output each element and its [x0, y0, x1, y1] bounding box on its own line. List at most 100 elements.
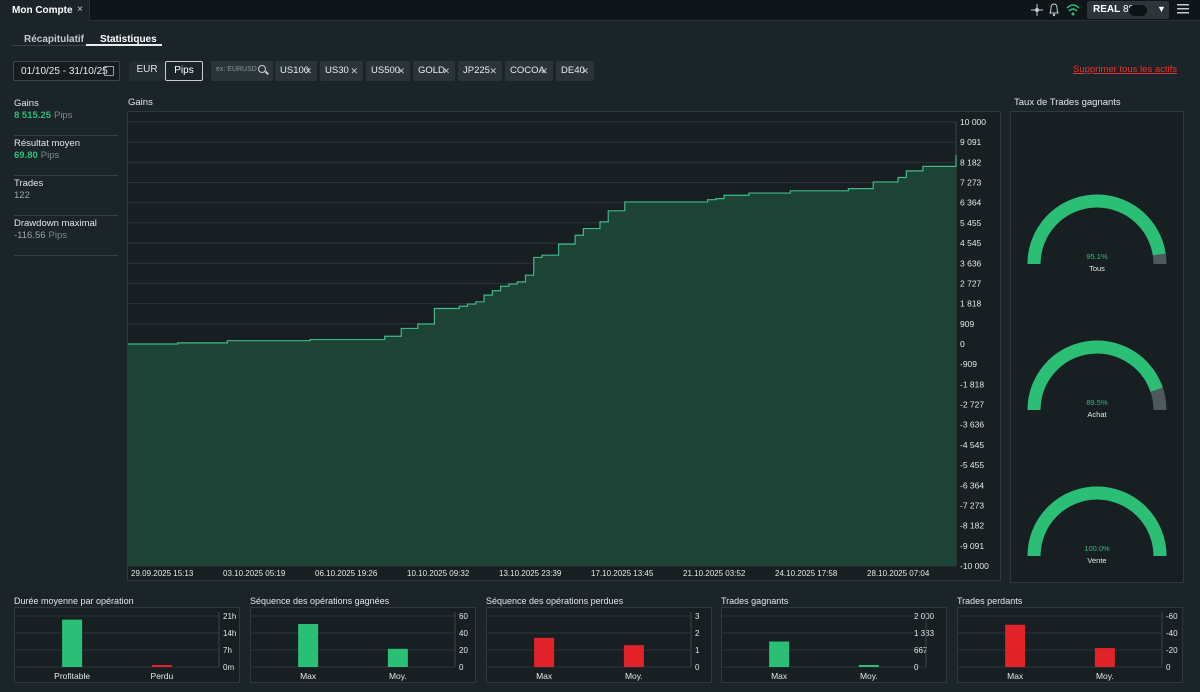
top-bar: Mon Compte × REAL 88 ▼	[0, 0, 1200, 21]
close-icon[interactable]: ✕	[397, 66, 405, 76]
bar	[858, 665, 879, 667]
y-tick-label: 5 455	[960, 218, 982, 228]
bell-icon[interactable]	[1048, 2, 1060, 18]
asset-chip[interactable]: US100 ✕	[275, 61, 317, 81]
y-tick-label: 0	[914, 663, 919, 672]
bar	[534, 637, 555, 667]
y-tick-label: 667	[914, 646, 928, 655]
asset-chip-label: US30	[325, 65, 349, 76]
y-tick-label: 20	[459, 646, 468, 655]
bar	[151, 665, 172, 667]
asset-chip[interactable]: JP225 ✕	[458, 61, 502, 81]
tab-label: Mon Compte	[12, 5, 73, 16]
close-icon[interactable]: ✕	[540, 66, 548, 76]
asset-chip-label: US100	[280, 65, 310, 76]
asset-chip[interactable]: COCOA ✕	[505, 61, 553, 81]
gains-chart: 10 000 9 091 8 182 7 273 6 364 5 455 4 545 3 63…	[127, 111, 1001, 581]
winrate-title: Taux de Trades gagnants	[1014, 97, 1121, 108]
asset-chip-label: JP225	[463, 65, 490, 76]
gauge-value: 89.5%	[1086, 398, 1108, 407]
account-mode: REAL	[1093, 4, 1121, 15]
asset-chip[interactable]: US30 ✕	[320, 61, 363, 81]
close-icon[interactable]: ✕	[489, 66, 497, 76]
currency-eur-button[interactable]: EUR	[129, 61, 165, 81]
close-icon[interactable]: ✕	[442, 66, 450, 76]
mini-chart-panel: 3 2 1 0 Max Moy.	[486, 607, 712, 683]
winrate-panel: 95.1% Tous 89.5% Achat 100.0% Vente	[1010, 111, 1184, 583]
y-tick-label: -8 182	[960, 521, 984, 531]
y-tick-label: 14h	[223, 629, 236, 638]
tab-mon-compte[interactable]: Mon Compte ×	[0, 0, 90, 21]
stat-item: Résultat moyen 69.80 Pips	[14, 136, 118, 176]
y-tick-label: -9 091	[960, 541, 984, 551]
asset-chip[interactable]: DE40 ✕	[556, 61, 594, 81]
gauge-name: Vente	[1087, 556, 1106, 565]
asset-chip[interactable]: US500 ✕	[366, 61, 410, 81]
x-tick-label: 24.10.2025 17:58	[775, 569, 838, 578]
mini-bar-chart: -60 -40 -20 0 Max Moy.	[958, 612, 1178, 681]
y-tick-label: 3	[695, 612, 700, 621]
gains-title: Gains	[128, 97, 153, 108]
bar	[623, 645, 644, 667]
y-tick-label: 2 727	[960, 278, 982, 288]
y-tick-label: 0	[960, 339, 965, 349]
x-tick-label: Max	[771, 671, 788, 681]
date-range-picker[interactable]: 01/10/25 - 31/10/25	[13, 61, 120, 81]
y-tick-label: 60	[459, 612, 468, 621]
currency-pips-button[interactable]: Pips	[165, 61, 203, 81]
gauge-name: Tous	[1089, 264, 1105, 273]
stat-number: -116.56	[14, 230, 46, 241]
account-selector[interactable]: REAL 88 ▼	[1087, 1, 1169, 19]
stat-label: Résultat moyen	[14, 138, 81, 149]
y-tick-label: 909	[960, 319, 974, 329]
close-icon[interactable]: ✕	[304, 66, 312, 76]
asset-chip[interactable]: GOLD ✕	[413, 61, 455, 81]
x-tick-label: Max	[300, 671, 317, 681]
tab-recapitulatif[interactable]: Récapitulatif	[24, 34, 85, 45]
hamburger-icon[interactable]	[1177, 4, 1189, 14]
stat-number: 8 515.25	[14, 110, 51, 121]
y-tick-label: -5 455	[960, 460, 984, 470]
close-icon[interactable]: ×	[77, 4, 83, 15]
stat-value: 122	[14, 190, 33, 201]
gains-line	[128, 154, 957, 345]
search-input[interactable]: ex: EURUSD	[216, 66, 257, 73]
bar	[387, 648, 408, 667]
x-tick-label: 21.10.2025 03:52	[683, 569, 746, 578]
x-tick-label: Moy.	[1096, 671, 1114, 681]
mini-chart-panel: -60 -40 -20 0 Max Moy.	[957, 607, 1183, 683]
asset-search[interactable]: ex: EURUSD	[211, 61, 273, 81]
close-icon[interactable]: ✕	[581, 66, 589, 76]
gains-area	[128, 154, 956, 567]
y-tick-label: -2 727	[960, 400, 984, 410]
y-tick-label: 0m	[223, 663, 234, 672]
stat-value: 8 515.25 Pips	[14, 110, 72, 121]
tab-statistiques[interactable]: Statistiques	[100, 34, 157, 45]
stat-item: Trades 122	[14, 176, 118, 216]
gains-chart-svg: 10 000 9 091 8 182 7 273 6 364 5 455 4 545 3 63…	[128, 117, 989, 578]
x-tick-label: 17.10.2025 13:45	[591, 569, 654, 578]
wifi-icon	[1066, 4, 1080, 16]
remove-all-assets-link[interactable]: Supprimer tous les actifs	[1073, 64, 1178, 75]
y-tick-label: 7h	[223, 646, 232, 655]
bar	[769, 641, 790, 667]
y-tick-label: 1 333	[914, 629, 935, 638]
stat-unit: Pips	[40, 150, 60, 161]
network-icon[interactable]	[1030, 2, 1044, 18]
x-tick-label: Profitable	[54, 671, 90, 681]
mini-chart-panel: 21h 14h 7h 0m Profitable Perdu	[14, 607, 240, 683]
close-icon[interactable]: ✕	[350, 66, 358, 76]
bar	[298, 624, 319, 667]
mini-bar-chart: 2 000 1 333 667 0 Max Moy.	[722, 612, 935, 681]
y-tick-label: -4 545	[960, 440, 984, 450]
mini-chart-title: Trades gagnants	[721, 596, 789, 606]
y-tick-label: -60	[1166, 612, 1178, 621]
y-tick-label: 7 273	[960, 178, 982, 188]
y-tick-label: -40	[1166, 629, 1178, 638]
account-mask	[1129, 5, 1147, 16]
x-tick-label: 03.10.2025 05:19	[223, 569, 286, 578]
gauge-fill	[1027, 486, 1167, 557]
x-tick-label: 06.10.2025 19:26	[315, 569, 378, 578]
date-range-value: 01/10/25 - 31/10/25	[21, 66, 108, 77]
y-tick-label: 2 000	[914, 612, 935, 621]
